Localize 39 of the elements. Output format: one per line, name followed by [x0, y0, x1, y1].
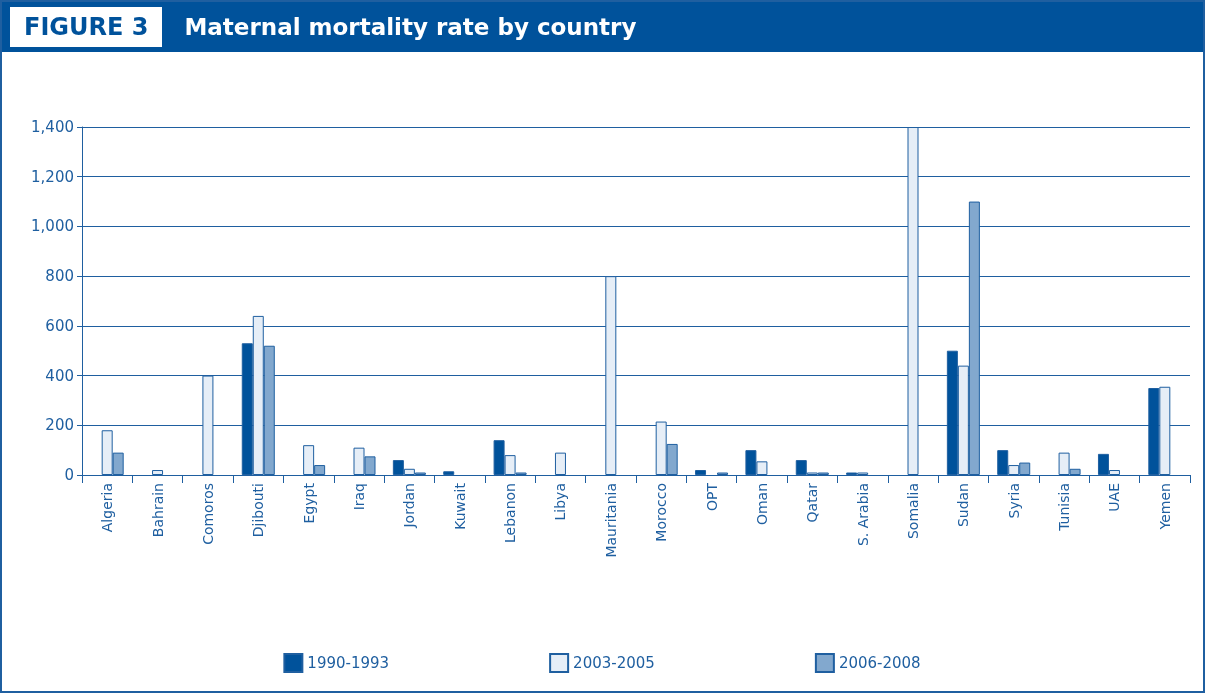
x-tick-label: Lebanon [502, 483, 519, 543]
x-tick-label: Morocco [653, 483, 670, 542]
x-tick-label: Mauritania [602, 483, 619, 558]
y-tick-label: 1,400 [31, 118, 74, 136]
x-tick-label: Kuwait [451, 482, 468, 530]
caption: FIGURE 3 [10, 7, 163, 47]
y-tick-label: 200 [45, 416, 74, 435]
x-tick-label: OPT [703, 482, 720, 512]
x-tick-label: Tunisia [1056, 483, 1073, 532]
x-tick-label: Bahrain [149, 483, 166, 538]
x-tick-label: S. Arabia [854, 483, 871, 547]
x-tick-label: Somalia [905, 483, 921, 540]
x-tick-label: Comoros [199, 483, 216, 545]
x-tick-label: Iraq [351, 483, 367, 511]
bar [695, 470, 707, 475]
y-tick-label: 1,000 [31, 217, 74, 236]
y-tick-label: 800 [45, 267, 74, 286]
x-tick-label: Sudan [955, 483, 972, 528]
legend-label: 1990-1993 [307, 654, 390, 672]
bar [443, 471, 455, 475]
bar [554, 452, 566, 475]
bar [152, 470, 164, 475]
x-tick-label: Algeria [99, 483, 116, 533]
y-tick-label: 400 [45, 366, 74, 385]
x-tick-label: Libya [552, 483, 569, 521]
x-tick-label: Egypt [300, 482, 317, 524]
x-tick-label: UAE [1106, 483, 1123, 512]
x-tick-label: Djibouti [250, 483, 267, 538]
legend-label: 2003-2005 [573, 654, 655, 672]
chart-title: Maternal mortality rate by country [184, 14, 637, 40]
x-tick-label: Jordan [401, 483, 418, 529]
legend-label: 2006-2008 [838, 654, 921, 672]
x-tick-label: Qatar [804, 482, 821, 523]
y-tick-label: 600 [45, 316, 74, 335]
x-tick-label: Yemen [1156, 483, 1173, 531]
x-tick-label: Oman [753, 483, 770, 526]
y-tick-label: 1,200 [31, 167, 74, 186]
x-tick-label: Syria [1005, 483, 1022, 519]
y-tick-label: 0 [64, 466, 74, 484]
